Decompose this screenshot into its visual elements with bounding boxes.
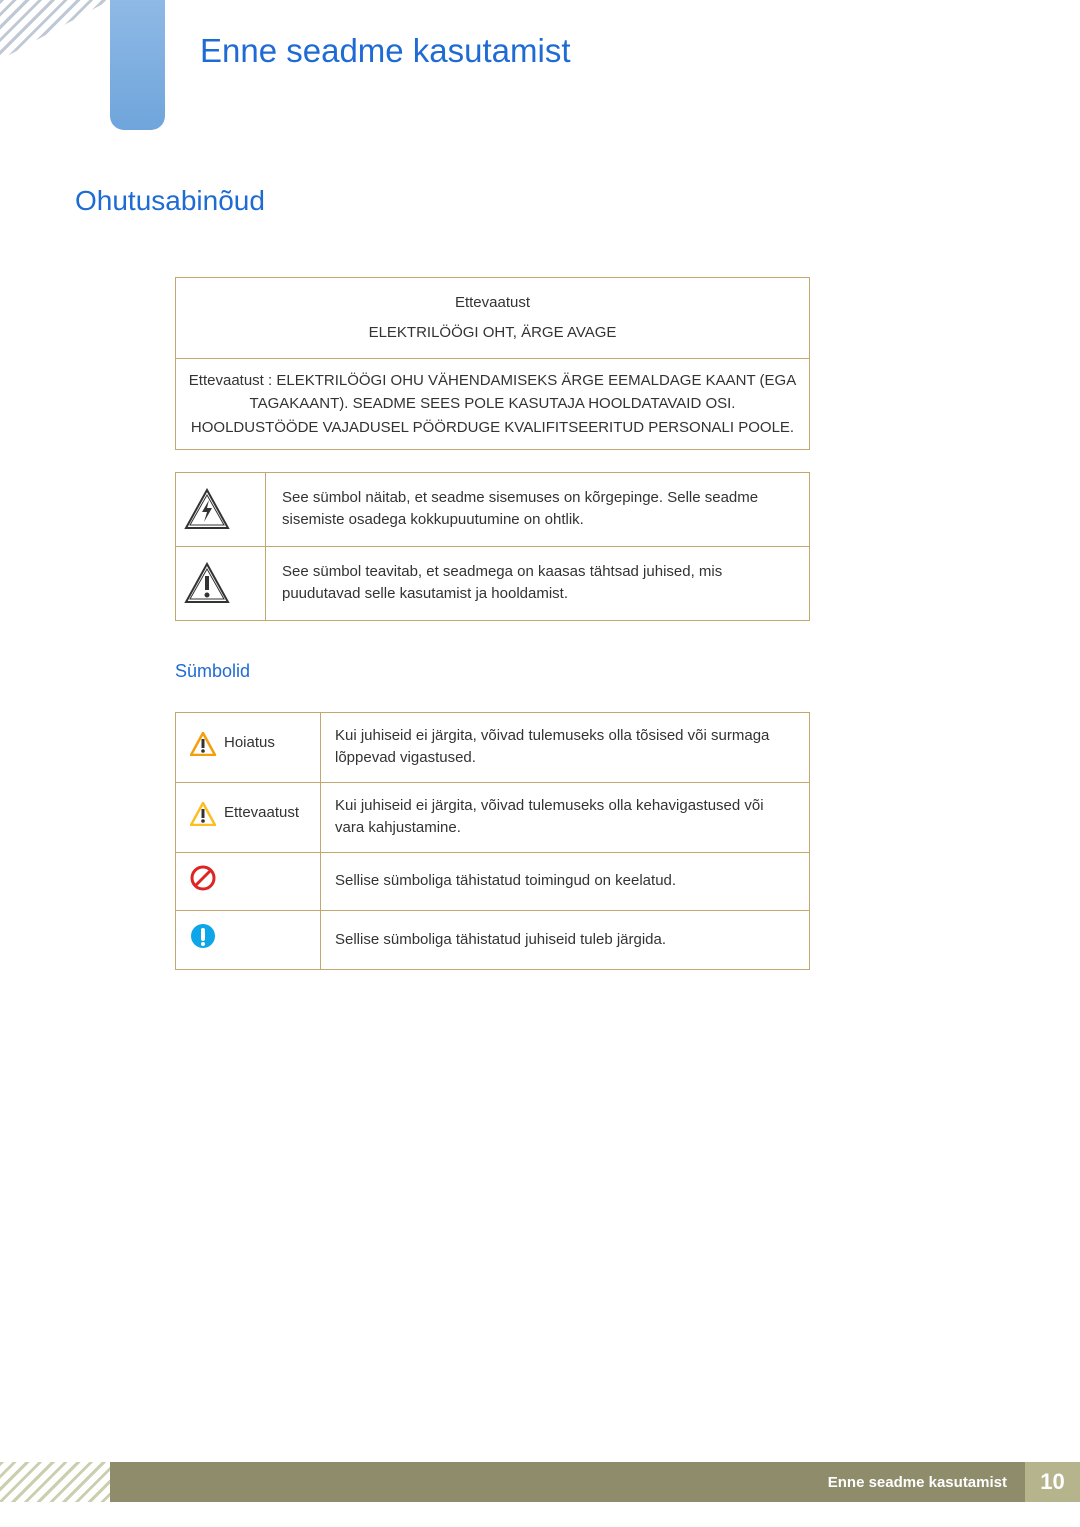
subsection-title: Sümbolid [175, 661, 1010, 682]
bolt-text: See sümbol näitab, et seadme sisemuses o… [266, 472, 810, 546]
row-prohibit-icon [176, 852, 321, 911]
corner-stripe [0, 0, 110, 60]
footer-stripe [0, 1462, 110, 1502]
row-warning-icon: Hoiatus [176, 712, 321, 782]
section-title: Ohutusabinõud [75, 185, 1010, 217]
caution-line2: ELEKTRILÖÖGI OHT, ÄRGE AVAGE [188, 318, 797, 348]
triangle-bolt-icon [184, 488, 230, 530]
caution-body: Ettevaatust : ELEKTRILÖÖGI OHU VÄHENDAMI… [176, 359, 809, 449]
row-info-desc: Sellise sümboliga tähistatud juhiseid tu… [321, 911, 810, 970]
symbol-table-1: See sümbol näitab, et seadme sisemuses o… [175, 472, 810, 621]
triangle-exclamation-icon [184, 562, 230, 604]
footer-section: Enne seadme kasutamist [828, 1474, 1007, 1491]
row-warning-desc: Kui juhiseid ei järgita, võivad tulemuse… [321, 712, 810, 782]
row-caution-icon: Ettevaatust [176, 782, 321, 852]
info-icon [190, 923, 216, 949]
caution-header: Ettevaatust ELEKTRILÖÖGI OHT, ÄRGE AVAGE [176, 278, 809, 359]
blue-tab [110, 0, 165, 130]
content: Ohutusabinõud Ettevaatust ELEKTRILÖÖGI O… [75, 185, 1010, 970]
footer-page-number: 10 [1025, 1462, 1080, 1502]
caution-line1: Ettevaatust [188, 288, 797, 318]
excl-icon-cell [176, 546, 266, 620]
footer-bar: Enne seadme kasutamist [110, 1462, 1025, 1502]
row-warning-label: Hoiatus [224, 732, 275, 755]
caution-box: Ettevaatust ELEKTRILÖÖGI OHT, ÄRGE AVAGE… [175, 277, 810, 450]
symbol-table-2: Hoiatus Kui juhiseid ei järgita, võivad … [175, 712, 810, 970]
footer: Enne seadme kasutamist 10 [0, 1462, 1080, 1502]
prohibit-icon [190, 865, 216, 891]
page-title: Enne seadme kasutamist [200, 32, 571, 70]
warning-yellow-icon [190, 802, 216, 826]
row-prohibit-desc: Sellise sümboliga tähistatud toimingud o… [321, 852, 810, 911]
bolt-icon-cell [176, 472, 266, 546]
row-caution-label: Ettevaatust [224, 802, 299, 825]
excl-text: See sümbol teavitab, et seadmega on kaas… [266, 546, 810, 620]
row-caution-desc: Kui juhiseid ei järgita, võivad tulemuse… [321, 782, 810, 852]
row-info-icon [176, 911, 321, 970]
warning-orange-icon [190, 732, 216, 756]
